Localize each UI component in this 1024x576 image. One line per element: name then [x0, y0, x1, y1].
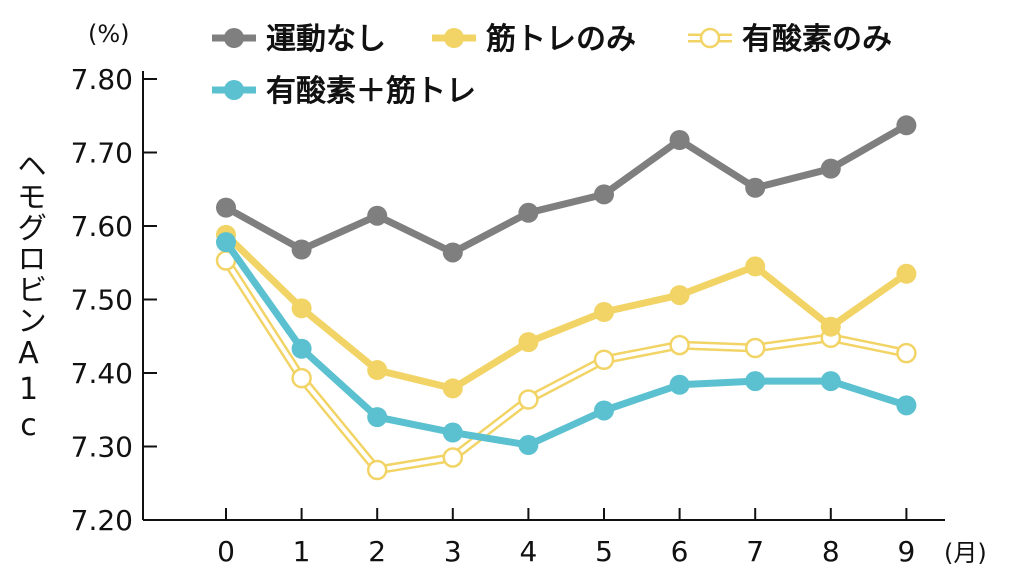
- data-point: [745, 371, 766, 392]
- data-point: [367, 407, 388, 428]
- legend-swatch-marker: [699, 27, 721, 49]
- data-point: [896, 395, 917, 416]
- data-point: [896, 115, 917, 136]
- y-tick-label: 7.20: [71, 504, 133, 537]
- data-point: [366, 459, 388, 481]
- data-point: [518, 389, 539, 410]
- legend-item-0: 運動なし: [212, 22, 386, 57]
- x-tick-label: 0: [217, 535, 235, 568]
- data-point: [669, 130, 690, 151]
- data-point: [594, 400, 614, 421]
- y-tick-label: 7.60: [71, 210, 133, 243]
- y-tick-label: 7.30: [71, 431, 133, 464]
- series-2: [215, 250, 917, 481]
- legend-swatch-marker: [224, 28, 244, 48]
- x-tick-label: 3: [444, 535, 462, 568]
- x-tick-label: 7: [746, 535, 764, 568]
- x-unit-label: (月): [944, 539, 987, 567]
- legend-item-3: 有酸素＋筋トレ: [212, 74, 476, 109]
- series-line-outer: [222, 258, 908, 475]
- x-tick-label: 8: [822, 535, 840, 568]
- data-point: [367, 205, 388, 226]
- series-1: [216, 224, 917, 399]
- legend-label: 有酸素＋筋トレ: [266, 74, 476, 109]
- data-point: [896, 342, 917, 364]
- legend-item-2: 有酸素のみ: [688, 22, 892, 57]
- legend-item-1: 筋トレのみ: [432, 22, 636, 57]
- data-point: [216, 232, 236, 253]
- y-tick-label: 7.40: [71, 357, 133, 390]
- legend-label: 有酸素のみ: [742, 22, 892, 57]
- legend-label: 筋トレのみ: [486, 22, 636, 57]
- data-point: [896, 263, 917, 284]
- data-point: [594, 184, 614, 205]
- axes: [142, 71, 945, 521]
- series-line: [223, 240, 908, 449]
- x-tick-label: 5: [595, 535, 613, 568]
- y-tick-labels: 7.20 7.30 7.40 7.50 7.60 7.70 7.80: [71, 63, 133, 537]
- data-point: [518, 202, 539, 223]
- legend-swatch-marker: [224, 80, 244, 100]
- y-unit-label: (%): [88, 20, 130, 48]
- data-point: [669, 334, 690, 356]
- data-point: [594, 301, 614, 322]
- legend-swatch-marker: [444, 28, 464, 48]
- data-point: [291, 367, 312, 389]
- data-point: [820, 158, 841, 179]
- data-point: [669, 285, 690, 306]
- y-tick-label: 7.70: [71, 137, 133, 170]
- y-tick-label: 7.50: [71, 284, 133, 317]
- data-point: [744, 337, 766, 359]
- series-3: [216, 232, 917, 456]
- data-point: [745, 256, 766, 277]
- series-group: [215, 115, 917, 481]
- data-point: [216, 197, 236, 218]
- legend-label: 運動なし: [266, 22, 386, 57]
- data-point: [518, 435, 539, 456]
- data-point: [820, 371, 841, 392]
- series-line: [223, 232, 909, 392]
- x-tick-label: 9: [897, 535, 915, 568]
- x-tick-labels: 0 1 2 3 4 5 6 7 8 9: [217, 535, 915, 568]
- data-point: [442, 242, 463, 263]
- series-0: [216, 115, 917, 263]
- data-point: [593, 349, 615, 371]
- series-line: [224, 122, 909, 256]
- data-point: [367, 360, 388, 381]
- data-point: [291, 239, 312, 260]
- x-tick-label: 1: [293, 535, 311, 568]
- data-point: [442, 447, 464, 468]
- data-point: [291, 338, 312, 359]
- data-point: [442, 422, 463, 443]
- y-tick-label: 7.80: [71, 63, 133, 96]
- y-axis-label: ヘモグロビンA1c: [11, 150, 46, 444]
- data-point: [518, 332, 539, 353]
- data-point: [820, 316, 841, 337]
- series-line-inner: [224, 259, 907, 472]
- data-point: [442, 378, 463, 399]
- data-point: [669, 374, 690, 395]
- data-point: [291, 298, 312, 319]
- x-tick-label: 6: [671, 535, 689, 568]
- data-point: [745, 177, 766, 198]
- x-tick-label: 4: [519, 535, 537, 568]
- x-tick-label: 2: [368, 535, 386, 568]
